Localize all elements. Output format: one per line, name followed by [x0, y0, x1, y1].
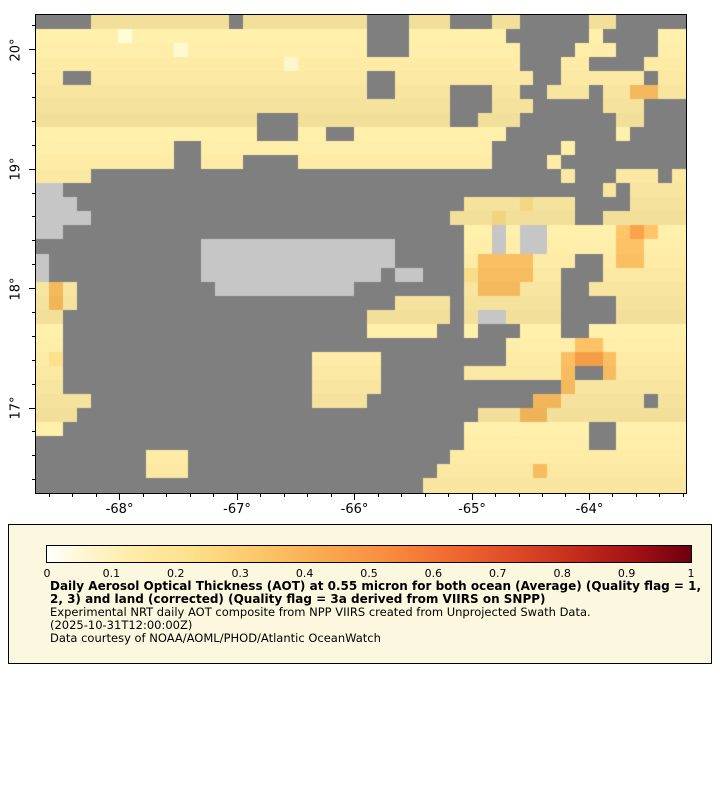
y-minor-tick — [32, 120, 35, 122]
colorbar-tick-label: 0.5 — [360, 567, 378, 580]
x-minor-tick — [48, 494, 50, 497]
x-minor-tick — [495, 494, 496, 497]
y-minor-tick — [32, 73, 35, 75]
legend-caption: Daily Aerosol Optical Thickness (AOT) at… — [50, 580, 701, 645]
y-minor-tick — [32, 383, 35, 385]
colorbar-tick-label: 0.9 — [617, 567, 636, 580]
caption-source-line: Experimental NRT daily AOT composite fro… — [50, 605, 591, 619]
caption-timestamp: (2025-10-31T12:00:00Z) — [50, 618, 193, 632]
x-minor-tick — [260, 494, 262, 497]
x-minor-tick — [166, 494, 168, 497]
y-minor-tick — [32, 312, 35, 313]
y-tick-label: 17° — [8, 396, 24, 420]
y-minor-tick — [32, 25, 35, 27]
colorbar-tick-label: 0.4 — [295, 567, 314, 580]
x-major-tick — [588, 494, 590, 500]
x-major-tick — [119, 494, 121, 500]
x-minor-tick — [542, 494, 543, 497]
x-tick-label: -66° — [340, 502, 369, 517]
colorbar-tick-label: 0 — [43, 567, 51, 580]
x-minor-tick — [682, 494, 684, 497]
caption-title-line-2: 2, 3) and land (corrected) (Quality flag… — [50, 592, 546, 606]
x-minor-tick — [612, 494, 614, 497]
x-minor-tick — [142, 494, 144, 497]
x-minor-tick — [635, 494, 637, 497]
x-minor-tick — [189, 494, 191, 497]
colorbar-tick-label: 0.7 — [489, 567, 507, 580]
y-minor-tick — [32, 335, 35, 337]
legend-box: 0 0.1 0.2 0.3 0.4 0.5 0.6 0.7 0.8 0.9 1 … — [8, 524, 712, 664]
x-minor-tick — [95, 494, 97, 497]
colorbar — [46, 545, 692, 563]
map-frame — [35, 14, 687, 494]
colorbar-tick-label: 0.2 — [167, 567, 185, 580]
y-minor-tick — [32, 479, 35, 481]
aot-map-canvas — [36, 15, 686, 493]
x-major-tick — [471, 494, 473, 500]
colorbar-labels: 0 0.1 0.2 0.3 0.4 0.5 0.6 0.7 0.8 0.9 1 — [43, 567, 695, 580]
x-minor-tick — [448, 494, 450, 497]
x-tick-label: -68° — [105, 502, 134, 517]
y-minor-tick — [32, 192, 35, 194]
colorbar-tick-label: 0.1 — [102, 567, 121, 580]
colorbar-tick-label: 0.8 — [553, 567, 571, 580]
y-tick-label: 18° — [8, 277, 24, 301]
y-minor-tick — [32, 240, 35, 242]
y-major-tick — [29, 49, 35, 51]
x-minor-tick — [659, 494, 661, 497]
y-minor-tick — [32, 431, 35, 433]
x-major-tick — [354, 494, 356, 500]
x-minor-tick — [330, 494, 332, 497]
y-minor-tick — [32, 97, 35, 99]
colorbar-tick-label: 0.3 — [231, 567, 249, 580]
y-major-tick — [29, 168, 35, 170]
x-minor-tick — [565, 494, 567, 497]
colorbar-tick-label: 0.6 — [424, 567, 443, 580]
colorbar-tick-label: 1 — [687, 567, 695, 580]
x-tick-label: -65° — [458, 502, 486, 517]
caption-courtesy: Data courtesy of NOAA/AOML/PHOD/Atlantic… — [50, 631, 381, 645]
x-tick-label: -64° — [575, 502, 604, 517]
caption-title-line-1: Daily Aerosol Optical Thickness (AOT) at… — [50, 579, 702, 593]
y-minor-tick — [32, 455, 35, 457]
y-tick-label: 20° — [8, 38, 24, 62]
x-minor-tick — [307, 494, 309, 497]
x-minor-tick — [72, 494, 74, 497]
y-major-tick — [29, 407, 35, 409]
x-minor-tick — [213, 494, 215, 497]
x-tick-label: -67° — [223, 502, 251, 517]
x-minor-tick — [424, 494, 426, 497]
x-minor-tick — [401, 494, 403, 497]
y-minor-tick — [32, 264, 35, 266]
y-major-tick — [29, 288, 35, 290]
y-tick-label: 19° — [8, 157, 24, 181]
x-major-tick — [236, 494, 238, 500]
y-minor-tick — [32, 216, 35, 218]
x-minor-tick — [377, 494, 379, 497]
x-minor-tick — [518, 494, 520, 497]
x-minor-tick — [283, 494, 285, 497]
y-minor-tick — [32, 359, 35, 361]
y-minor-tick — [32, 144, 35, 146]
